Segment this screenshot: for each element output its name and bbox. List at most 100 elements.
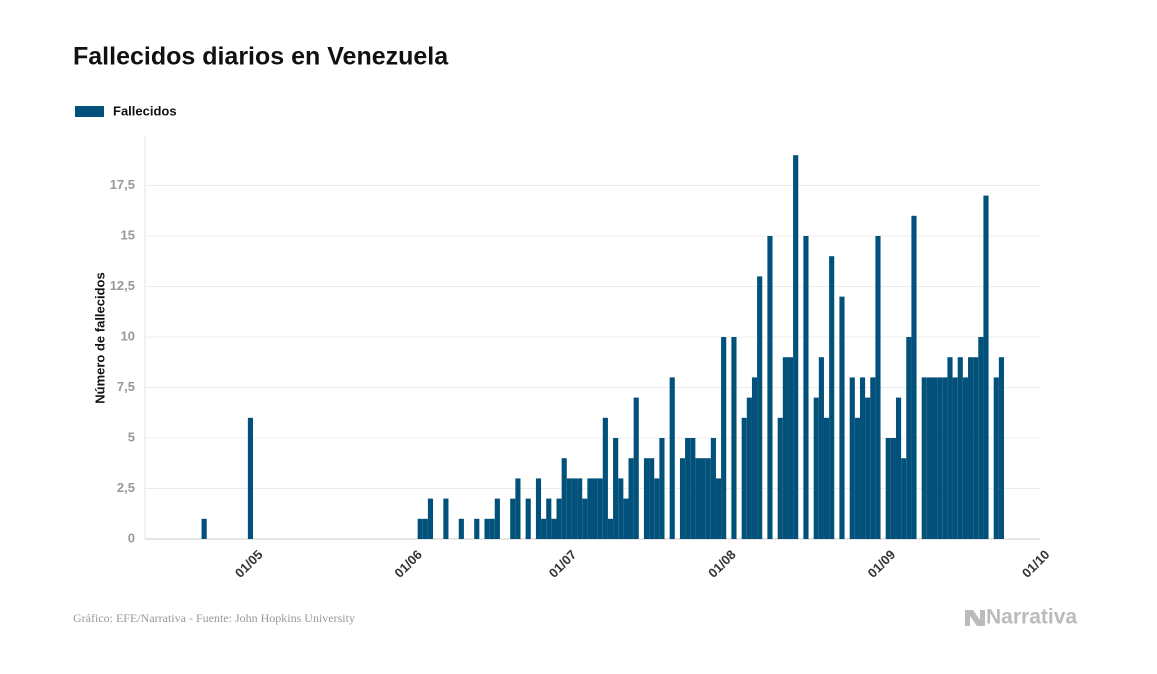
bar [911, 215, 917, 540]
bar [803, 236, 809, 539]
bar [793, 155, 799, 539]
bar [571, 478, 578, 539]
bar [952, 377, 958, 539]
bar [705, 458, 711, 539]
bar [659, 438, 665, 539]
bar [829, 256, 835, 539]
y-tick-label: 15 [121, 227, 135, 242]
bar [962, 377, 968, 539]
bar [926, 377, 932, 539]
y-tick-label: 7,5 [117, 379, 135, 394]
bar [623, 498, 629, 539]
bar [782, 357, 788, 539]
bar [710, 438, 716, 539]
bar [993, 377, 999, 539]
bar [643, 458, 650, 539]
bar [690, 438, 696, 539]
bar [654, 478, 660, 539]
bar [823, 417, 830, 539]
bar [484, 518, 490, 539]
bar [854, 417, 860, 539]
bar [885, 438, 891, 539]
bar [700, 458, 706, 539]
bar [474, 518, 480, 539]
bar [561, 458, 567, 539]
bar [983, 195, 989, 539]
legend-swatch [75, 106, 104, 117]
bar [813, 397, 819, 539]
bar [901, 458, 907, 539]
bar [942, 377, 948, 539]
bar [489, 518, 495, 539]
bar [777, 417, 783, 539]
bar [998, 357, 1004, 539]
bar [937, 377, 943, 539]
y-axis-label: Número de fallecidos [92, 272, 107, 403]
bar [751, 377, 758, 539]
bar [715, 478, 722, 539]
bar [541, 518, 547, 539]
bar [566, 478, 572, 539]
bar [947, 357, 953, 539]
bar [839, 296, 845, 539]
bar [818, 357, 824, 539]
y-tick-label: 10 [121, 328, 135, 343]
bar [422, 518, 428, 539]
bar [895, 397, 902, 539]
source-note: Gráfico: EFE/Narrativa - Fuente: John Ho… [73, 611, 355, 625]
bar [685, 438, 691, 539]
bar [535, 478, 542, 539]
bar [613, 438, 619, 539]
bar [906, 337, 912, 539]
brand-name: Narrativa [986, 606, 1077, 629]
bar [957, 357, 963, 539]
y-tick-label: 17,5 [110, 177, 135, 192]
bar [618, 478, 624, 539]
bar [741, 417, 747, 539]
bar [849, 377, 855, 539]
brand-logo: Narrativa [965, 606, 1077, 629]
bar [767, 236, 773, 539]
bar [587, 478, 593, 539]
bar [875, 236, 881, 539]
bar [628, 458, 634, 539]
bar [458, 518, 464, 539]
bar [546, 498, 552, 539]
bar [931, 377, 938, 539]
bar [525, 498, 531, 539]
bar [556, 498, 562, 539]
bar [870, 377, 876, 539]
bar [787, 357, 794, 539]
bar [695, 458, 701, 539]
bar [247, 417, 254, 539]
bar [669, 377, 675, 539]
x-tick-label: 01/10 [1019, 547, 1053, 581]
bar [607, 518, 614, 539]
chart-title: Fallecidos diarios en Venezuela [73, 43, 449, 71]
bar [967, 357, 974, 539]
bar [859, 377, 866, 539]
bar [582, 498, 588, 539]
bar [757, 276, 763, 539]
bar [746, 397, 752, 539]
bar [551, 518, 557, 539]
bar [731, 337, 737, 539]
legend-label: Fallecidos [113, 103, 177, 118]
y-tick-label: 2,5 [117, 480, 135, 495]
bar [973, 357, 979, 539]
bar [427, 498, 434, 539]
bar [201, 518, 207, 539]
bar [921, 377, 927, 539]
x-tick-label: 01/09 [865, 547, 899, 581]
y-tick-label: 0 [128, 530, 135, 545]
bar [721, 337, 727, 539]
bar [679, 458, 686, 539]
x-tick-label: 01/06 [391, 547, 425, 581]
bar [597, 478, 603, 539]
bar [865, 397, 871, 539]
bar [633, 397, 639, 539]
y-tick-label: 5 [128, 429, 135, 444]
y-tick-label: 12,5 [110, 278, 135, 293]
bar [602, 417, 608, 539]
